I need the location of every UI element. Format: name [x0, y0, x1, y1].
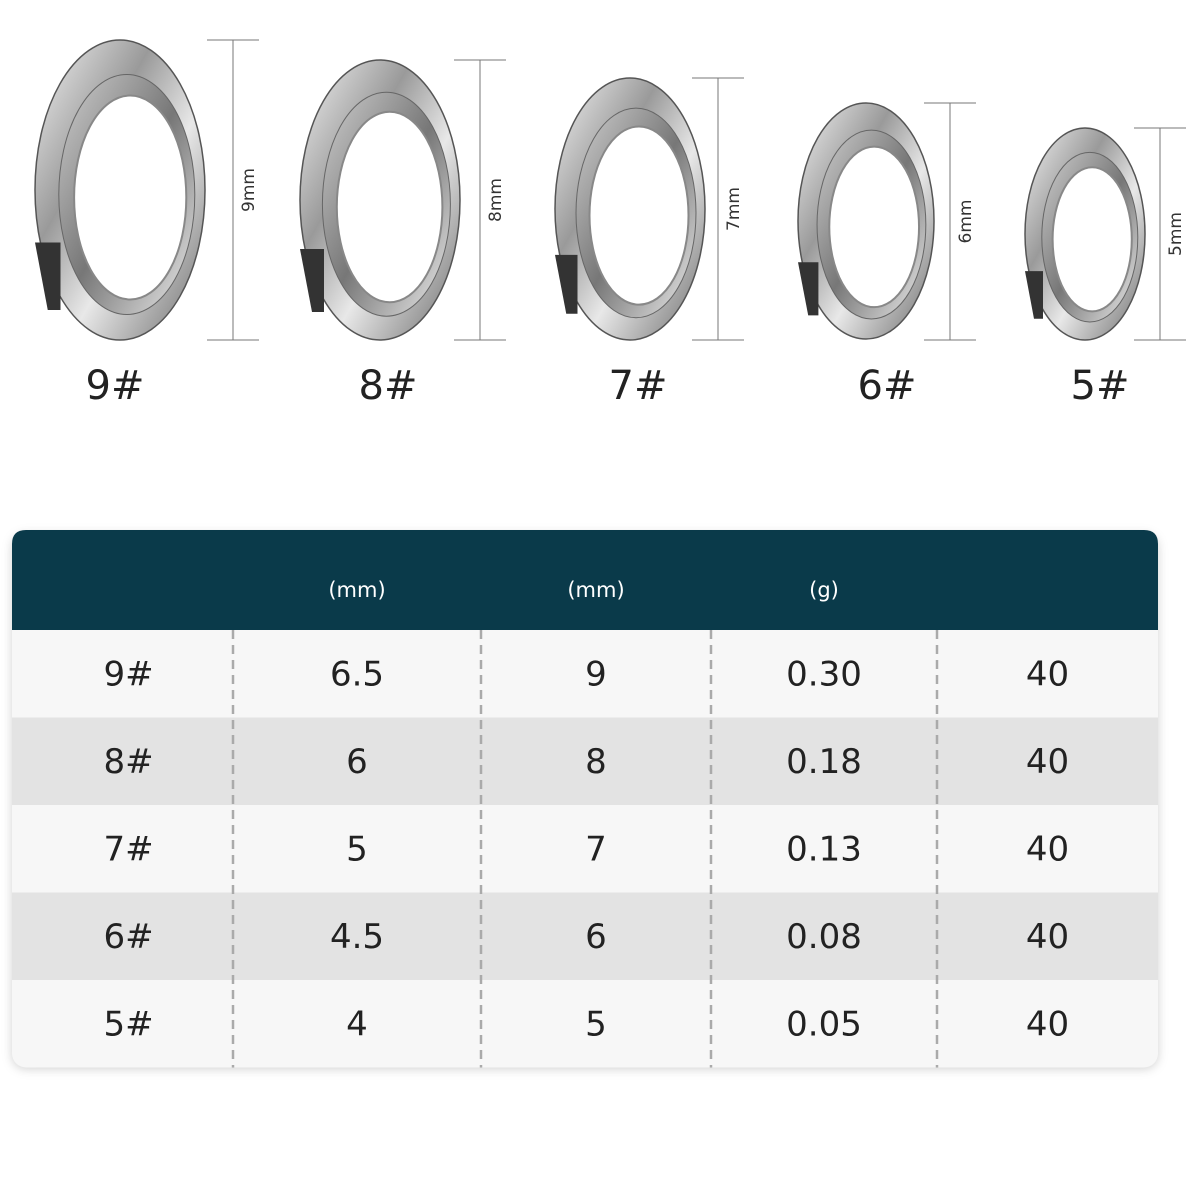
dimension-label: 8mm [486, 178, 506, 222]
table-cell: 5# [103, 1004, 153, 1044]
ring-label: 6# [858, 363, 917, 409]
table-row [12, 805, 1158, 893]
ring-split [35, 242, 61, 310]
dimension-label: 9mm [239, 168, 259, 212]
table-cell: 0.18 [786, 742, 862, 782]
table-cell: 7# [103, 829, 153, 869]
ring-label: 8# [359, 363, 418, 409]
table-cell: 7 [585, 829, 607, 869]
ring-hole [1051, 166, 1133, 313]
table-row [12, 892, 1158, 980]
ring-label: 9# [86, 363, 145, 409]
table-cell: 6 [585, 917, 607, 957]
table-cell: 6# [103, 917, 153, 957]
table-cell: 0.05 [786, 1004, 862, 1044]
ring-hole [828, 145, 921, 309]
header-cell: (g) [809, 578, 839, 602]
ring-hole [588, 125, 690, 306]
table-cell: 40 [1026, 654, 1069, 694]
table-cell: 40 [1026, 917, 1069, 957]
table-cell: 5 [585, 1004, 607, 1044]
table-cell: 8 [585, 742, 607, 782]
table-cell: 6 [346, 742, 368, 782]
ring-split [555, 254, 578, 314]
table-cell: 4.5 [330, 917, 384, 957]
table-row [12, 630, 1158, 718]
table-cell: 8# [103, 742, 153, 782]
table-row [12, 717, 1158, 805]
ring-split [300, 249, 324, 312]
table-cell: 9 [585, 654, 607, 694]
dimension-label: 5mm [1166, 212, 1186, 256]
table-cell: 0.30 [786, 654, 862, 694]
ring-label: 7# [609, 363, 668, 409]
dimension-label: 6mm [956, 200, 976, 244]
table-cell: 40 [1026, 742, 1069, 782]
table-cell: 6.5 [330, 654, 384, 694]
dimension-label: 7mm [724, 187, 744, 231]
ring-split [798, 262, 819, 316]
ring-hole [73, 94, 188, 301]
ring-split [1025, 271, 1043, 319]
table-cell: 9# [103, 654, 153, 694]
table-row [12, 1039, 1158, 1068]
header-cell: (mm) [328, 578, 385, 602]
table-cell: 40 [1026, 829, 1069, 869]
table-cell: 0.08 [786, 917, 862, 957]
header-cell: (mm) [567, 578, 624, 602]
ring-label: 5# [1071, 363, 1130, 409]
table-cell: 40 [1026, 1004, 1069, 1044]
table-cell: 0.13 [786, 829, 862, 869]
table-cell: 5 [346, 829, 368, 869]
ring-hole [335, 110, 444, 304]
table-cell: 4 [346, 1004, 368, 1044]
table-header-bg [12, 530, 1158, 630]
